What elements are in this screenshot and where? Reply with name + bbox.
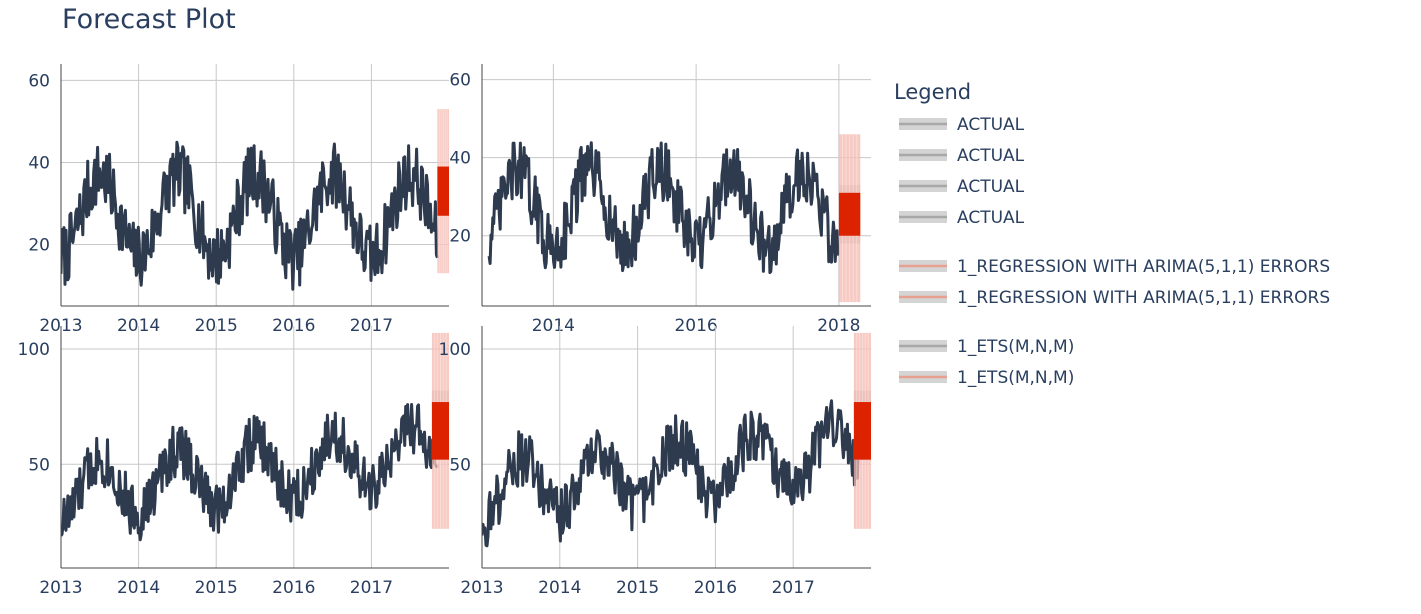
forecast-swatch-icon [899,260,947,272]
y-tick-label: 50 [28,455,50,475]
x-tick-label: 2015 [616,578,659,598]
legend-label: 1_REGRESSION WITH ARIMA(5,1,1) ERRORS [957,288,1330,308]
actual-series-line [61,140,439,291]
panel-bottom-left: 50 100 2013 2014 2015 2016 2017 [18,326,449,598]
plot-area [482,332,871,548]
y-tick-label: 40 [449,149,471,169]
x-tick-label: 2018 [817,316,860,336]
legend-item: ACTUAL [899,177,1025,197]
forecast-band [437,166,449,216]
panel-bottom-right: 50 100 2013 2014 2015 2016 2017 [439,326,871,598]
legend-item: 1_ETS(M,N,M) [899,337,1074,357]
forecast-band [838,192,861,236]
x-tick-label: 2013 [460,578,503,598]
y-tick-label: 60 [28,71,50,91]
legend-item: ACTUAL [899,146,1025,166]
x-tick-label: 2016 [674,316,717,336]
x-tick-label: 2014 [538,578,581,598]
plot-area [61,109,449,291]
legend-item: ACTUAL [899,208,1025,228]
chart-title: Forecast Plot [62,4,236,35]
y-tick-label: 40 [28,153,50,173]
actual-series-line [61,403,439,542]
y-tick-label: 100 [439,340,471,360]
actual-swatch-icon [899,340,947,352]
legend-item: 1_ETS(M,N,M) [899,368,1074,388]
legend-label: ACTUAL [957,115,1025,135]
forecast-band [853,402,871,460]
x-tick-label: 2016 [694,578,737,598]
x-tick-label: 2017 [772,578,815,598]
legend-label: ACTUAL [957,177,1025,197]
legend-label: 1_REGRESSION WITH ARIMA(5,1,1) ERRORS [957,257,1330,277]
x-tick-label: 2015 [195,578,238,598]
x-tick-label: 2014 [532,316,575,336]
actual-swatch-icon [899,118,947,130]
forecast-swatch-icon [899,371,947,383]
x-tick-label: 2017 [350,578,393,598]
y-tick-label: 50 [449,455,471,475]
forecast-band [431,402,449,460]
legend-label: ACTUAL [957,208,1025,228]
legend-item: 1_REGRESSION WITH ARIMA(5,1,1) ERRORS [899,288,1330,308]
legend-item: 1_REGRESSION WITH ARIMA(5,1,1) ERRORS [899,257,1330,277]
plot-area [61,332,449,542]
y-tick-label: 20 [28,235,50,255]
actual-series-line [487,141,840,275]
plot-area [487,134,861,303]
forecast-swatch-icon [899,291,947,303]
x-tick-label: 2014 [117,578,160,598]
legend-title: Legend [894,80,971,104]
legend-label: 1_ETS(M,N,M) [957,368,1074,388]
actual-swatch-icon [899,149,947,161]
actual-swatch-icon [899,180,947,192]
legend-label: ACTUAL [957,146,1025,166]
x-tick-label: 2013 [39,578,82,598]
y-tick-label: 20 [449,227,471,247]
x-tick-label: 2016 [272,578,315,598]
legend-item: ACTUAL [899,115,1025,135]
actual-swatch-icon [899,211,947,223]
legend-label: 1_ETS(M,N,M) [957,337,1074,357]
y-tick-label: 60 [449,71,471,91]
actual-series-line [482,399,861,548]
y-tick-label: 100 [18,340,50,360]
panel-top-right: 20 40 60 2014 2016 2018 [449,64,871,336]
legend: Legend ACTUAL ACTUAL ACTUAL ACTUAL 1_REGRESSI… [894,80,1330,388]
